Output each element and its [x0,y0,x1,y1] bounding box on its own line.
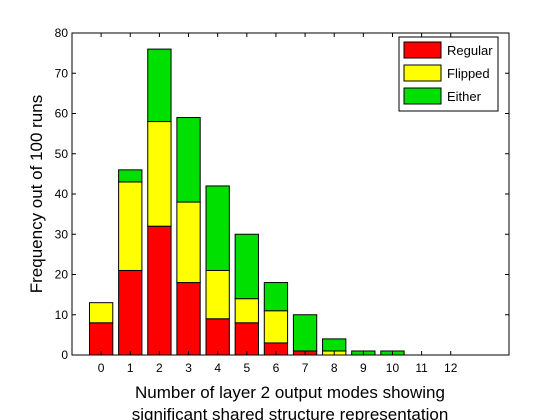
x-tick-label: 4 [214,361,221,375]
bar-flipped-3 [176,201,201,284]
legend-label-either: Either [447,89,482,104]
y-tick-label: 80 [55,26,69,40]
legend: Regular Flipped Either [398,36,499,112]
bar-regular-4 [205,318,230,356]
bar-either-3 [176,117,201,203]
y-ticks-group: 0 10 20 30 40 50 60 70 80 [55,26,509,362]
x-tick-label: 7 [302,361,309,375]
x-tick-label: 5 [243,361,250,375]
x-tick-label: 11 [415,361,428,375]
bar-flipped-5 [234,298,259,324]
y-axis-label: Frequency out of 100 runs [27,95,46,293]
legend-label-regular: Regular [447,43,493,58]
legend-label-flipped: Flipped [447,66,490,81]
bar-either-8 [322,338,347,352]
x-axis-label-line2: significant shared structure representat… [132,405,449,420]
y-tick-label: 70 [55,66,69,80]
legend-swatch-flipped [403,64,442,82]
bars-group [88,48,405,356]
x-axis-label-line1: Number of layer 2 output modes showing [135,383,445,402]
x-tick-label: 1 [127,361,134,375]
bar-flipped-0 [88,302,114,324]
bar-either-2 [147,48,172,123]
bar-regular-0 [88,322,114,356]
bar-either-7 [292,314,318,352]
bar-flipped-4 [205,269,230,320]
bar-flipped-1 [118,181,143,271]
bar-regular-3 [176,282,201,356]
legend-swatch-regular [403,41,442,59]
y-tick-label: 50 [55,147,69,161]
x-tick-label: 2 [156,361,163,375]
bar-either-1 [118,169,143,183]
y-tick-label: 20 [55,268,69,282]
bar-either-5 [234,233,259,300]
bar-regular-1 [118,269,143,356]
bar-regular-2 [147,225,172,356]
x-tick-label: 8 [331,361,338,375]
bar-regular-5 [234,322,259,356]
y-tick-label: 40 [55,187,69,201]
legend-swatch-either [403,87,442,105]
x-tick-label: 10 [386,361,400,375]
bar-either-4 [205,185,230,271]
x-tick-label: 6 [273,361,280,375]
y-tick-label: 0 [61,348,68,362]
bar-flipped-6 [263,310,289,344]
x-tick-label: 3 [185,361,192,375]
x-ticks-group: 0 1 2 3 4 5 6 7 8 9 10 11 12 [98,33,458,375]
y-tick-label: 30 [55,227,69,241]
bar-flipped-2 [147,121,172,227]
bar-either-6 [263,282,289,312]
x-tick-label: 9 [360,361,367,375]
y-tick-label: 60 [55,107,69,121]
x-tick-label: 0 [98,361,105,375]
y-tick-label: 10 [55,308,69,322]
x-tick-label: 12 [444,361,458,375]
